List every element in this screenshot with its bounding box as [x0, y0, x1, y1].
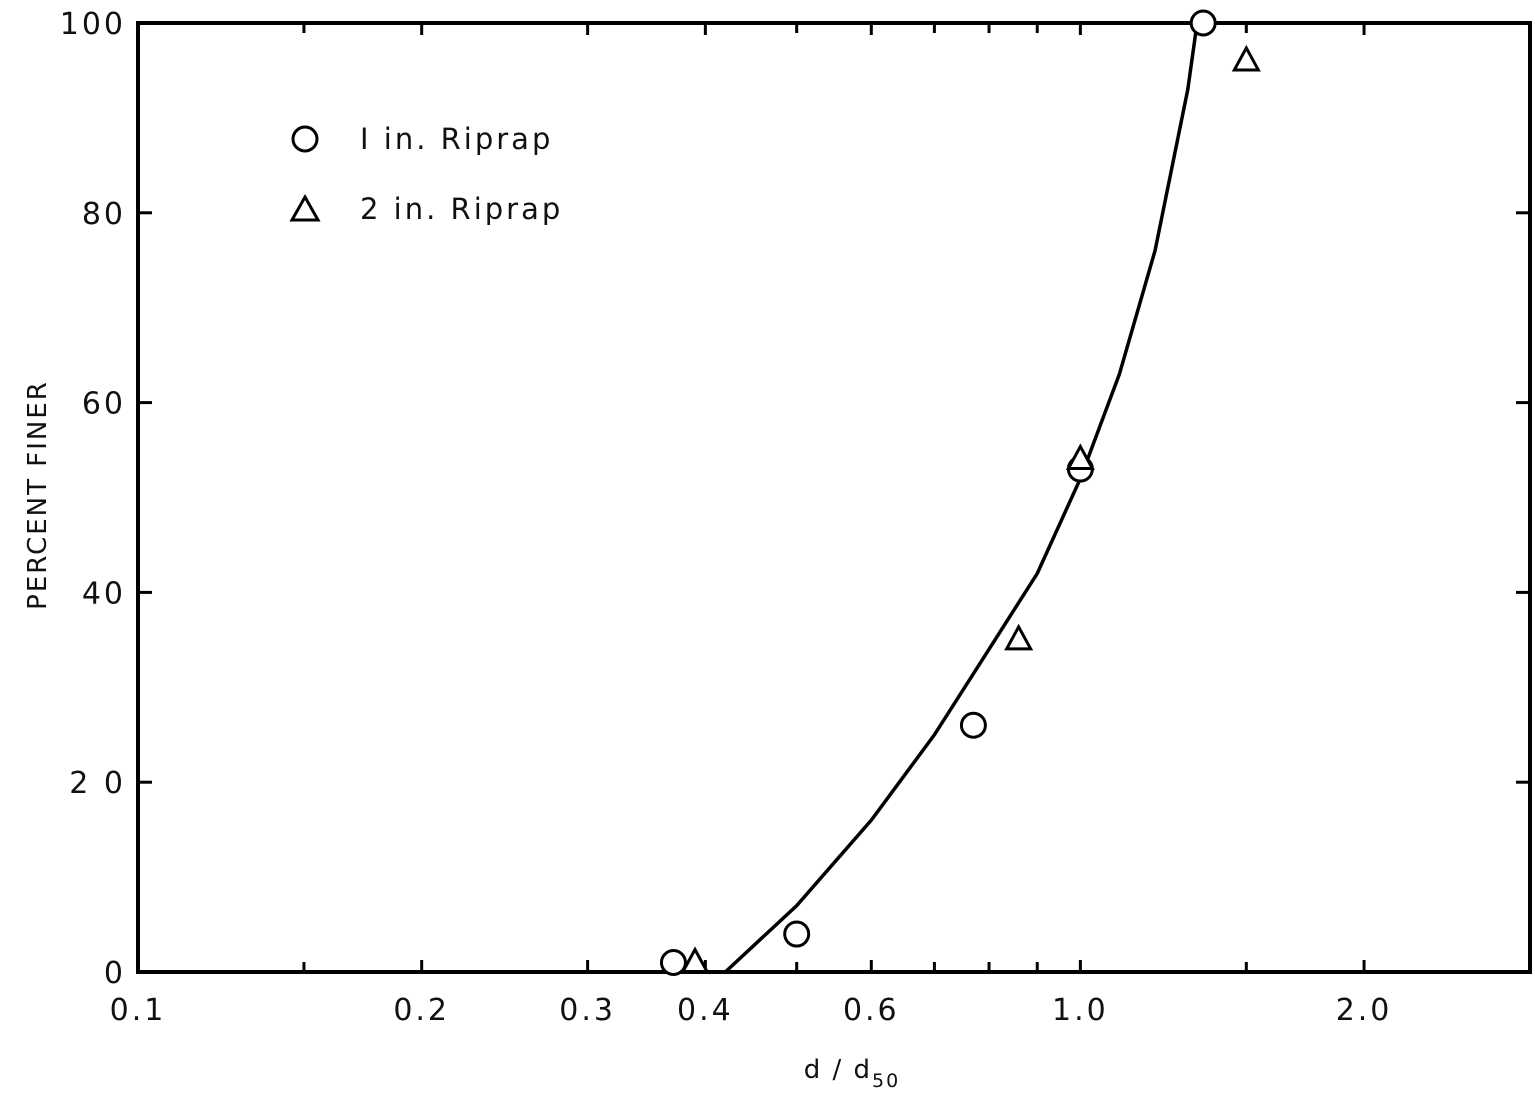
x-tick-label-0: 0.1 [110, 993, 167, 1028]
legend-triangle-marker [289, 193, 321, 222]
y-tick-label-0: 0 [104, 956, 126, 991]
y-tick-label-2: 40 [82, 576, 126, 611]
y-tick-label-5: 100 [60, 7, 126, 42]
legend-label-series-1: I in. Riprap [360, 122, 553, 156]
circle-marker-s1-4 [1189, 9, 1217, 37]
data-markers [659, 9, 1261, 977]
x-axis-title-subscript: 50 [872, 1070, 900, 1092]
x-tick-label-5: 1.0 [1052, 993, 1109, 1028]
circle-marker-s1-2 [959, 711, 987, 739]
triangle-marker-s2-3 [1231, 44, 1261, 72]
x-tick-label-6: 2.0 [1336, 993, 1393, 1028]
y-axis-ticks: 0 2 0 40 60 80 100 [60, 7, 1530, 991]
x-axis-title: d / d50 [804, 1055, 900, 1092]
x-tick-label-3: 0.4 [677, 993, 734, 1028]
x-tick-label-2: 0.3 [559, 993, 616, 1028]
legend: I in. Riprap 2 in. Riprap [289, 122, 563, 226]
x-tick-label-1: 0.2 [393, 993, 450, 1028]
x-axis-ticks: 0.1 0.2 0.3 0.4 0.6 1.0 2.0 [110, 23, 1532, 1028]
triangle-marker-s2-2 [1065, 443, 1095, 471]
y-tick-label-3: 60 [82, 387, 126, 422]
y-tick-label-1: 2 0 [69, 766, 126, 801]
circle-marker-s1-1 [783, 920, 811, 948]
x-axis-title-main: d / d [804, 1055, 872, 1085]
triangle-marker-s2-1 [1004, 623, 1034, 651]
fit-curve [724, 22, 1199, 974]
y-axis-title: PERCENT FINER [23, 380, 53, 610]
y-tick-label-4: 80 [82, 197, 126, 232]
plot-frame [136, 21, 1532, 974]
x-tick-label-4: 0.6 [843, 993, 900, 1028]
triangle-marker-s2-0 [680, 946, 710, 974]
legend-circle-marker [291, 125, 319, 153]
circle-marker-s1-0 [659, 949, 687, 977]
legend-label-series-2: 2 in. Riprap [360, 192, 563, 226]
